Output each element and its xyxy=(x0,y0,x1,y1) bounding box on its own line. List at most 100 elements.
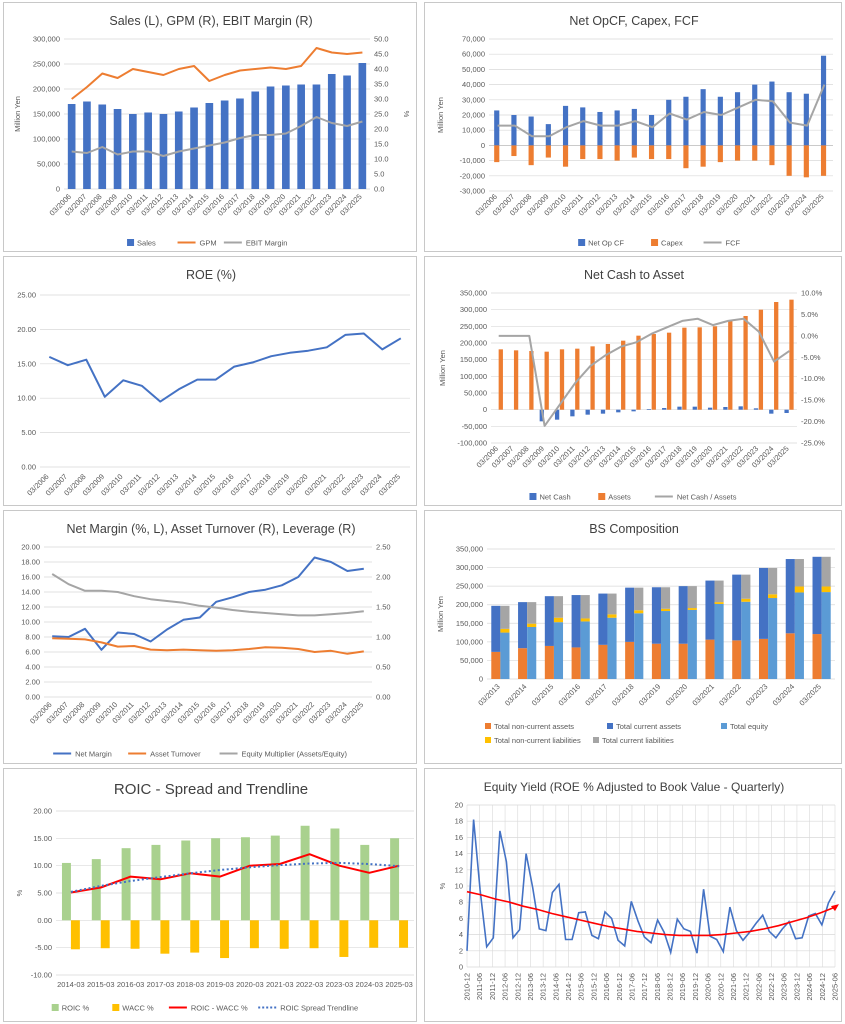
bar-roic xyxy=(360,844,370,921)
y-tick-label: 20 xyxy=(455,801,463,810)
bar-segment xyxy=(687,609,697,679)
bar-segment xyxy=(491,651,501,679)
bar-wacc xyxy=(130,920,140,949)
x-tick-label: 03/2023 xyxy=(744,682,770,708)
bar-net-cash xyxy=(631,409,636,412)
legend-label: GPM xyxy=(200,239,217,248)
y-tick-label: 4 xyxy=(459,930,463,939)
y-tick-label: 350,000 xyxy=(460,289,487,298)
x-tick-label: 2024-12 xyxy=(818,973,827,1001)
bar-wacc xyxy=(249,920,259,949)
bar-segment xyxy=(812,634,822,679)
legend-swatch xyxy=(593,737,599,743)
bar-net-cash xyxy=(554,409,560,420)
x-tick-label: 2017-06 xyxy=(627,973,636,1001)
legend-label: FCF xyxy=(726,239,741,248)
bar-segment xyxy=(651,587,661,644)
y2-tick-label: 10.0 xyxy=(374,155,389,164)
x-tick-label: 2018-12 xyxy=(666,973,675,1001)
bar-wacc xyxy=(369,920,379,948)
line-net-margin xyxy=(52,556,364,651)
chart-panel-roic: ROIC - Spread and Trendline -10.00 -5.00 0… xyxy=(3,768,417,1022)
y-tick-label: -100,000 xyxy=(457,439,487,448)
y-tick-label: 20.00 xyxy=(17,325,36,334)
chart-panel-roe: ROE (%) 0.00 5.00 10.00 15.00 20.00 25.00 03/2… xyxy=(3,256,417,506)
x-tick-label: 2015-06 xyxy=(577,973,586,1001)
x-tick-label: 2012-06 xyxy=(501,973,510,1001)
x-tick-label: 03/2021 xyxy=(690,682,716,708)
y-tick-label: 25.00 xyxy=(17,291,36,300)
legend-swatch xyxy=(578,239,586,246)
bar-assets xyxy=(697,327,702,410)
bar-net-op-cf xyxy=(803,93,809,146)
y-tick-label: 14 xyxy=(455,849,463,858)
bar-sales xyxy=(266,86,275,189)
y-tick-label: 200,000 xyxy=(33,85,60,94)
y2-tick-label: 40.0 xyxy=(374,65,389,74)
bar-assets xyxy=(621,340,626,410)
bar-capex xyxy=(752,145,758,161)
legend-swatch xyxy=(485,723,491,729)
bar-sales xyxy=(251,91,260,189)
bar-assets xyxy=(743,316,748,410)
chart-panel-dupont: Net Margin (%, L), Asset Turnover (R), L… xyxy=(3,510,417,764)
line-roic-trend xyxy=(70,861,400,893)
bar-net-cash xyxy=(646,409,652,410)
y2-tick-label: 5.0% xyxy=(801,310,818,319)
chart-panel-opcf: Net OpCF, Capex, FCF -30,000 -20,000 -10,0… xyxy=(424,2,842,252)
y-tick-label: 10 xyxy=(455,882,463,891)
bar-segment xyxy=(812,556,822,635)
legend-label: Equity Multiplier (Assets/Equity) xyxy=(242,750,348,759)
bar-net-op-cf xyxy=(683,96,689,146)
y2-tick-label: 10.0% xyxy=(801,289,823,298)
bar-roic xyxy=(151,844,161,921)
legend-swatch xyxy=(607,723,613,729)
bar-wacc xyxy=(160,920,170,954)
x-tick-label: 03/2017 xyxy=(583,682,609,708)
bar-segment xyxy=(705,580,715,640)
bar-net-op-cf xyxy=(700,89,706,146)
y-axis-label: % xyxy=(15,889,24,896)
bar-net-op-cf xyxy=(545,124,551,146)
x-tick-label: 2025-06 xyxy=(831,973,840,1001)
line-roe xyxy=(48,332,402,403)
legend-swatch xyxy=(112,1004,120,1011)
bar-net-op-cf xyxy=(820,55,827,146)
chart-title: Net OpCF, Capex, FCF xyxy=(569,14,699,28)
legend-label: Net Cash / Assets xyxy=(677,493,737,502)
bar-segment xyxy=(598,644,608,679)
bar-segment xyxy=(634,613,644,679)
bar-net-op-cf xyxy=(752,84,758,146)
legend-label: ROIC % xyxy=(62,1004,90,1013)
bar-net-op-cf xyxy=(528,116,534,146)
line-gpm xyxy=(71,47,363,100)
bar-segment xyxy=(785,559,795,634)
x-tick-label: 2023-06 xyxy=(780,973,789,1001)
bar-capex xyxy=(717,145,723,163)
y-tick-label: -5.00 xyxy=(35,943,52,952)
x-tick-label: 2016-12 xyxy=(615,973,624,1001)
bar-segment xyxy=(768,594,778,599)
x-tick-label: 2022-06 xyxy=(754,973,763,1001)
y-tick-label: 50,000 xyxy=(464,389,487,398)
bar-wacc xyxy=(70,920,80,950)
bar-segment xyxy=(714,580,724,603)
bar-segment xyxy=(661,587,671,609)
bar-roic xyxy=(61,862,71,921)
bar-segment xyxy=(821,586,831,593)
y-tick-label: 250,000 xyxy=(460,322,487,331)
bar-capex xyxy=(666,145,672,160)
y-tick-label: 6 xyxy=(459,914,463,923)
line-ebit-margin xyxy=(71,116,363,157)
bar-net-op-cf xyxy=(769,81,775,146)
legend-label: Assets xyxy=(608,493,631,502)
bar-wacc xyxy=(190,920,200,953)
y-tick-label: 150,000 xyxy=(33,110,60,119)
x-tick-label: 2017-12 xyxy=(640,973,649,1001)
bar-sales xyxy=(174,111,183,189)
bar-sales xyxy=(343,75,351,189)
y-tick-label: 8.00 xyxy=(25,633,40,642)
bar-net-op-cf xyxy=(717,96,723,146)
y-tick-label: 50,000 xyxy=(462,65,485,74)
x-tick-label: 2021-12 xyxy=(742,973,751,1001)
